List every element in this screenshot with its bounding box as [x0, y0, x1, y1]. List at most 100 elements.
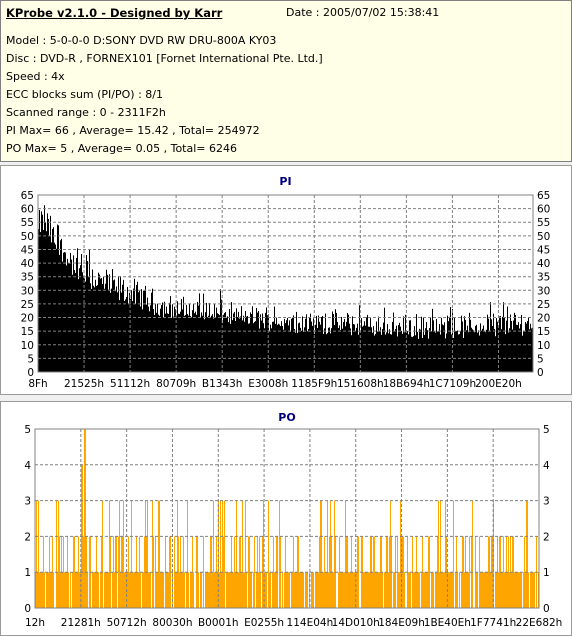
po-bar — [305, 572, 306, 608]
po-bar — [364, 572, 365, 608]
pi-bar — [246, 316, 247, 372]
po-bar — [42, 572, 43, 608]
po-bar — [145, 500, 146, 608]
pi-bar — [398, 325, 399, 372]
po-bar — [239, 536, 240, 608]
po-bar — [251, 572, 252, 608]
pi-bar — [310, 313, 311, 372]
pi-ytick-left: 45 — [21, 244, 34, 256]
pi-bar — [281, 321, 282, 372]
pi-bar — [160, 308, 161, 372]
po-bar — [389, 536, 390, 608]
po-bar — [440, 500, 441, 608]
po-bar — [318, 572, 319, 608]
pi-bar — [99, 274, 100, 372]
scan-date: Date : 2005/07/02 15:38:41 — [286, 6, 440, 19]
po-bar — [147, 500, 148, 608]
pi-bar — [433, 320, 434, 372]
pi-bar — [50, 215, 51, 372]
pi-bar — [372, 332, 373, 372]
po-bar — [487, 572, 488, 608]
pi-bar — [171, 317, 172, 372]
po-bar — [72, 572, 73, 608]
po-bar — [423, 572, 424, 608]
po-bar — [138, 572, 139, 608]
pi-bar — [417, 331, 418, 372]
po-bar — [307, 572, 308, 608]
po-bar — [48, 572, 49, 608]
pi-bar — [285, 323, 286, 372]
po-bar — [505, 572, 506, 608]
po-bar — [432, 572, 433, 608]
pi-bar — [81, 254, 82, 372]
po-bar — [286, 572, 287, 608]
pi-bar — [124, 300, 125, 372]
pi-bar — [239, 318, 240, 372]
po-bar — [452, 572, 453, 608]
po-bar — [62, 572, 63, 608]
po-bar — [47, 572, 48, 608]
po-bar — [508, 536, 509, 608]
po-bar — [284, 572, 285, 608]
po-bar — [238, 572, 239, 608]
pi-bar — [119, 300, 120, 372]
po-bar — [36, 500, 37, 608]
pi-bar — [412, 336, 413, 372]
po-bar — [315, 572, 316, 608]
pi-bar — [408, 334, 409, 372]
pi-xtick: 51112h — [110, 378, 150, 390]
po-bar — [484, 572, 485, 608]
po-xtick: 50712h — [107, 617, 147, 629]
po-bar — [350, 572, 351, 608]
pi-bar — [466, 330, 467, 372]
po-xtick: 22E682h — [516, 617, 563, 629]
po-ytick-left: 2 — [24, 531, 31, 543]
po-bar — [268, 500, 269, 608]
pi-bar — [451, 334, 452, 372]
po-bar — [242, 500, 243, 608]
pi-bar — [229, 308, 230, 372]
pi-ytick-left: 35 — [21, 272, 34, 284]
po-ytick-right: 5 — [543, 424, 550, 436]
po-bar — [393, 572, 394, 608]
pi-bar — [250, 312, 251, 372]
pi-bar — [274, 306, 275, 372]
po-bar — [259, 536, 260, 608]
pi-bar — [442, 324, 443, 372]
po-bar — [533, 572, 534, 608]
pi-bar — [190, 316, 191, 372]
po-xtick: 1BE40Eh — [424, 617, 471, 629]
pi-bar — [282, 325, 283, 372]
pi-ytick-left: 65 — [21, 190, 34, 202]
po-bar — [367, 572, 368, 608]
po-bar — [182, 572, 183, 608]
pi-bar — [493, 313, 494, 372]
pi-chart-title: PI — [279, 175, 291, 188]
pi-bar — [209, 303, 210, 372]
pi-bar — [529, 329, 530, 372]
po-bar — [203, 536, 204, 608]
pi-bar — [455, 331, 456, 372]
pi-bar — [182, 309, 183, 372]
po-bar — [503, 536, 504, 608]
pi-bar — [241, 306, 242, 372]
pi-bar — [45, 222, 46, 372]
po-bar — [212, 572, 213, 608]
pi-bar — [158, 314, 159, 372]
pi-bar — [321, 317, 322, 372]
pi-bar — [450, 307, 451, 372]
po-bar — [188, 572, 189, 608]
po-bar — [49, 536, 50, 608]
pi-bar — [62, 261, 63, 372]
pi-bar — [324, 328, 325, 372]
pi-bar — [132, 301, 133, 372]
pi-bar — [447, 315, 448, 372]
po-bar — [496, 572, 497, 608]
pi-ytick-right: 35 — [537, 272, 550, 284]
pi-bar — [448, 321, 449, 372]
pi-bar — [112, 269, 113, 372]
app-title: KProbe v2.1.0 - Designed by Karr — [6, 6, 223, 20]
po-chart-panel: PO 0 0 1 1 2 2 3 3 4 4 5 5 12h 21281h 50712h 80030h B0001… — [0, 401, 572, 636]
po-bar — [77, 572, 78, 608]
pi-bar — [234, 311, 235, 372]
